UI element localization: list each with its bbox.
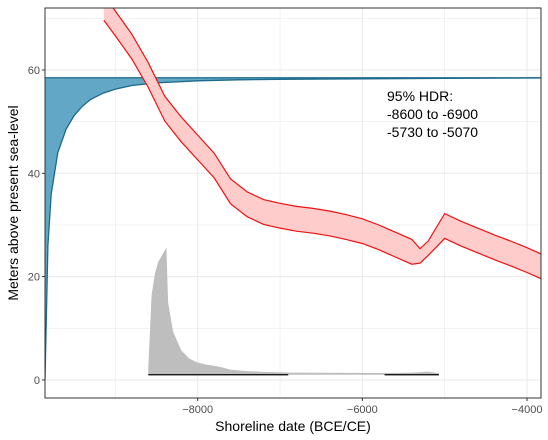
y-axis: 0 20 40 60 (28, 65, 45, 387)
site-elevation-curve (45, 77, 541, 380)
annotation-line: 95% HDR: (387, 88, 453, 104)
y-tick-label: 20 (28, 272, 40, 284)
panel-background (45, 8, 541, 398)
panel-border (44, 7, 542, 399)
x-axis: −8000 −6000 −4000 (182, 398, 542, 416)
y-tick-label: 40 (28, 168, 40, 180)
x-tick-label: −6000 (347, 404, 378, 416)
x-tick-label: −4000 (512, 404, 543, 416)
x-tick-label: −8000 (182, 404, 213, 416)
annotation-line: -8600 to -6900 (387, 106, 478, 122)
y-tick-label: 60 (28, 65, 40, 77)
y-tick-label: 0 (34, 375, 40, 387)
annotation-line: -5730 to -5070 (387, 124, 478, 140)
displacement-curve-lower (103, 20, 541, 280)
hdr-annotation: 95% HDR: -8600 to -6900 -5730 to -5070 (387, 88, 478, 140)
y-axis-title: Meters above present sea-level (5, 105, 21, 300)
displacement-curve-band (103, 8, 541, 279)
plot-area (45, 8, 541, 380)
displacement-curve-upper (112, 8, 541, 255)
x-axis-title: Shoreline date (BCE/CE) (215, 418, 371, 434)
date-density-area (148, 247, 439, 375)
